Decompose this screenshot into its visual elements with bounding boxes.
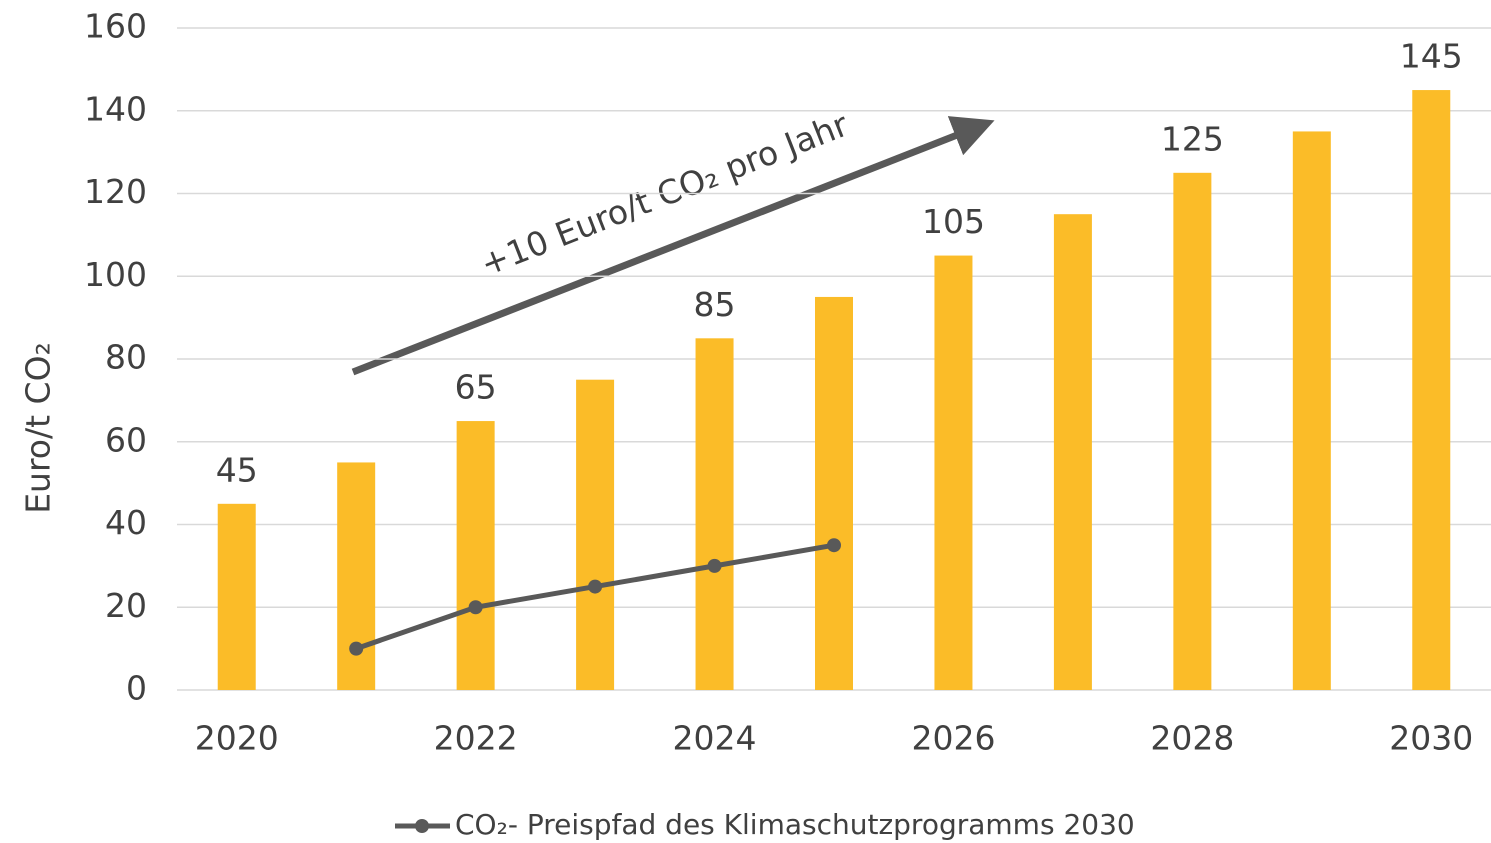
x-tick-label: 2030 bbox=[1389, 719, 1473, 758]
line-point bbox=[588, 579, 603, 594]
data-label: 105 bbox=[922, 202, 985, 241]
x-tick-label: 2020 bbox=[195, 719, 279, 758]
x-tick-label: 2026 bbox=[911, 719, 995, 758]
bar bbox=[1292, 131, 1331, 690]
x-tick-label: 2024 bbox=[673, 719, 757, 758]
data-label: 85 bbox=[694, 285, 736, 324]
bar bbox=[815, 296, 853, 690]
data-label: 45 bbox=[216, 450, 258, 489]
y-tick-label: 20 bbox=[105, 586, 147, 625]
trend-arrow bbox=[351, 116, 995, 376]
bar bbox=[456, 421, 495, 690]
legend-label: CO₂- Preispfad des Klimaschutzprogramms … bbox=[455, 808, 1135, 841]
y-tick-label: 160 bbox=[84, 7, 147, 46]
line-point bbox=[468, 600, 483, 615]
y-tick-label: 40 bbox=[105, 503, 147, 542]
bar bbox=[217, 503, 256, 690]
line-point bbox=[827, 538, 841, 553]
y-tick-label: 0 bbox=[126, 669, 147, 708]
line-point bbox=[349, 641, 364, 656]
y-tick-label: 120 bbox=[84, 172, 147, 211]
y-tick-label: 140 bbox=[84, 89, 147, 128]
y-tick-label: 100 bbox=[84, 255, 147, 294]
y-tick-label: 60 bbox=[105, 420, 147, 459]
y-axis-label: Euro/t CO₂ bbox=[19, 342, 58, 514]
bar bbox=[934, 255, 973, 690]
bar bbox=[1053, 214, 1092, 690]
data-label: 145 bbox=[1400, 37, 1463, 76]
bar bbox=[1173, 172, 1212, 690]
y-tick-label: 80 bbox=[105, 338, 147, 377]
legend-marker bbox=[415, 819, 429, 833]
x-tick-label: 2028 bbox=[1150, 719, 1234, 758]
bar bbox=[1412, 90, 1451, 690]
bar bbox=[576, 379, 615, 690]
bar bbox=[695, 338, 734, 690]
line-point bbox=[707, 558, 722, 573]
data-label: 65 bbox=[455, 368, 497, 407]
data-label: 125 bbox=[1161, 119, 1224, 158]
x-tick-label: 2022 bbox=[434, 719, 518, 758]
bar bbox=[337, 462, 376, 690]
